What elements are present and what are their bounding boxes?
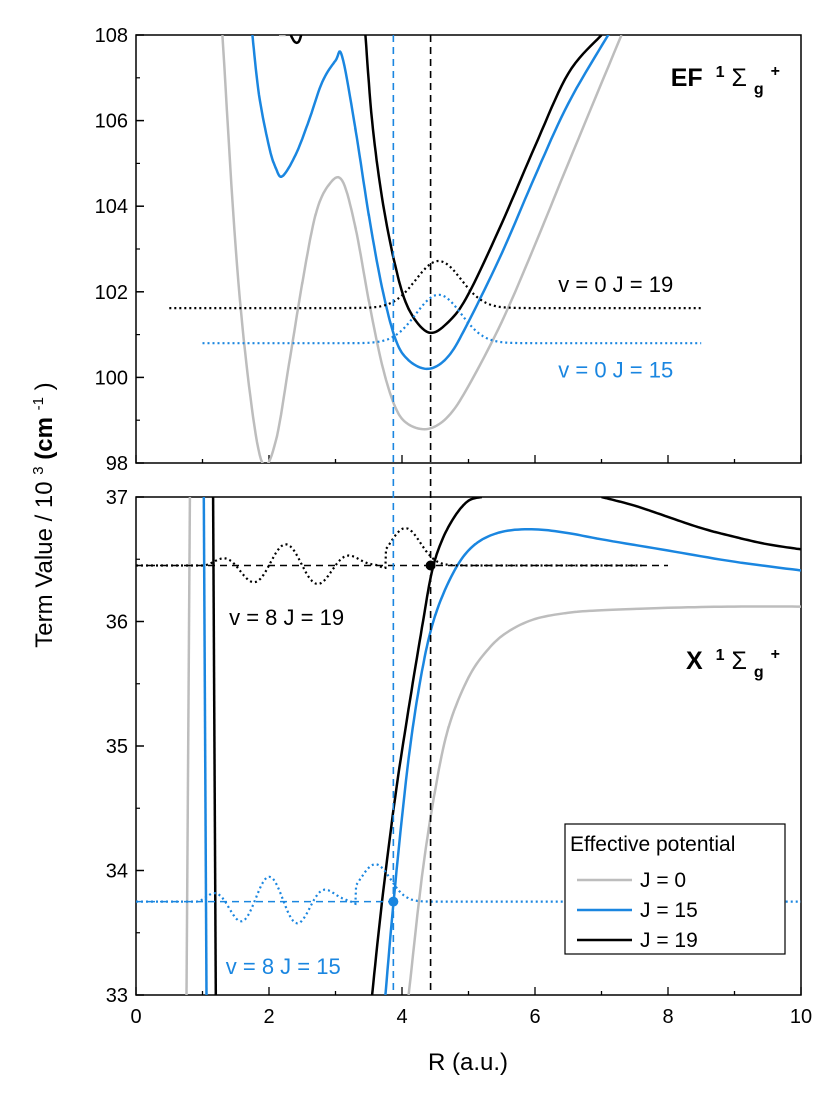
series-j-15-inner-wall: [202, 497, 208, 995]
legend-label-j19: J = 19: [640, 929, 698, 952]
x-tick-label: 6: [529, 1006, 540, 1028]
y-tick-label: 106: [95, 111, 128, 133]
y-tick-label: 100: [95, 367, 128, 389]
series-j-15: [251, 35, 610, 371]
lower-label-letters: X: [686, 647, 703, 675]
level-annotation: v = 0 J = 19: [558, 272, 673, 297]
lower-plot-area: [136, 497, 801, 995]
x-tick-label: 2: [263, 1006, 274, 1028]
upper-state-label: EF 1 Σ g +: [671, 55, 780, 100]
upper-label-sub: g: [754, 81, 764, 98]
upper-label-sigma: Σ: [732, 64, 747, 92]
lower-label-sigma: Σ: [732, 647, 747, 675]
upper-label-sup2: +: [771, 63, 780, 80]
y-tick-label: 35: [106, 736, 128, 758]
y-axis-title-unit-exp: -1: [30, 397, 47, 410]
lower-axis-ticks: 33 34 35 36 37 0 2 4 6 8 10: [106, 487, 812, 1028]
y-tick-label: 102: [95, 282, 128, 304]
series-v-0-j-15: [202, 293, 702, 345]
y-axis-title-unit: (cm: [31, 417, 58, 460]
y-tick-label: 37: [106, 487, 128, 509]
x-tick-label: 8: [662, 1006, 673, 1028]
series-j-0: [407, 605, 801, 995]
annotations: v = 0 J = 19 v = 0 J = 15 v = 8 J = 19 v = …: [226, 272, 673, 979]
legend-label-j15: J = 15: [640, 899, 698, 922]
series-j-19-top: [289, 35, 303, 45]
y-tick-label: 36: [106, 612, 128, 634]
y-tick-label: 108: [95, 25, 128, 47]
lower-label-sub: g: [754, 664, 764, 681]
level-annotation: v = 8 J = 19: [229, 605, 344, 630]
lower-label-sup2: +: [771, 646, 780, 663]
level-annotation: v = 8 J = 15: [226, 954, 341, 979]
y-axis-title-close: ): [31, 382, 58, 390]
x-tick-label: 10: [790, 1006, 812, 1028]
y-tick-label: 104: [95, 196, 128, 218]
lower-state-label: X 1 Σ g +: [686, 638, 780, 683]
upper-axis-ticks: 98 100 102 104 106 108: [95, 25, 802, 475]
series-j-19-inner-wall: [211, 497, 218, 995]
upper-label-sup: 1: [716, 64, 725, 81]
series-v-8-j-19: [136, 526, 642, 585]
legend: Effective potential J = 0 J = 15 J = 19: [564, 823, 786, 955]
legend-label-j0: J = 0: [640, 869, 686, 892]
y-axis-title: Term Value / 10 3 (cm -1 ): [22, 382, 58, 647]
upper-plot-area: [169, 35, 702, 463]
x-tick-label: 4: [396, 1006, 407, 1028]
legend-title: Effective potential: [570, 833, 735, 856]
legend-box: [564, 823, 786, 955]
panel-connector-lines: [392, 35, 432, 995]
y-tick-label: 34: [106, 861, 128, 883]
level-annotation: v = 0 J = 15: [558, 357, 673, 382]
upper-label-letters: EF: [671, 64, 703, 92]
series-j-15: [384, 528, 801, 995]
y-axis-title-main: Term Value / 10: [31, 481, 58, 647]
lower-label-sup: 1: [716, 647, 725, 664]
y-axis-title-exp: 3: [30, 466, 47, 474]
series-j-0-inner-wall: [185, 497, 192, 995]
series-j-0: [221, 35, 623, 463]
y-tick-label: 98: [106, 453, 128, 475]
series-j-19-tail: [601, 497, 801, 551]
x-axis-title: R (a.u.): [428, 1049, 508, 1076]
y-tick-label: 33: [106, 985, 128, 1007]
x-tick-label: 0: [130, 1006, 141, 1028]
series-j-19: [364, 35, 603, 335]
series-j-19: [370, 497, 483, 995]
